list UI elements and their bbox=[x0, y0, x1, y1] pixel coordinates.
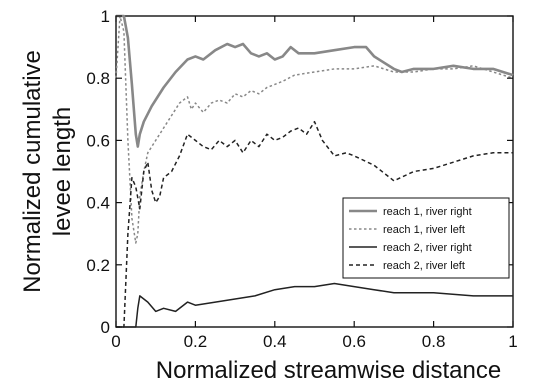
y-axis-title-line1: Normalized cumulative bbox=[19, 50, 46, 293]
y-tick-label: 0.2 bbox=[86, 256, 110, 275]
legend-label-2: reach 1, river left bbox=[383, 224, 465, 236]
series-layer bbox=[115, 14, 514, 328]
legend-label-4: reach 2, river left bbox=[383, 260, 465, 272]
legend: reach 1, river right reach 1, river left r… bbox=[342, 197, 510, 279]
y-tick-label: 0.4 bbox=[86, 194, 110, 213]
y-tick-label: 0 bbox=[101, 318, 110, 337]
ticks-layer: 0 0.2 0.4 0.6 0.8 1 0 0.2 0.4 0.6 0.8 1 bbox=[86, 7, 517, 351]
y-tick-label: 1 bbox=[101, 7, 110, 26]
plot-frame bbox=[115, 15, 514, 328]
x-axis-title: Normalized streamwise distance bbox=[156, 357, 501, 384]
y-tick-label: 0.6 bbox=[86, 131, 110, 150]
x-tick-label: 0 bbox=[111, 332, 120, 351]
y-axis-title-line2: levee length bbox=[49, 107, 76, 236]
series-line-3 bbox=[116, 282, 513, 328]
y-tick-label: 0.8 bbox=[86, 69, 110, 88]
x-tick-label: 0.8 bbox=[422, 332, 446, 351]
x-tick-label: 1 bbox=[508, 332, 517, 351]
x-tick-label: 0.4 bbox=[263, 332, 287, 351]
legend-label-1: reach 1, river right bbox=[383, 206, 472, 218]
x-tick-label: 0.6 bbox=[342, 332, 366, 351]
x-tick-label: 0.2 bbox=[184, 332, 208, 351]
plot-area bbox=[115, 15, 514, 328]
legend-label-3: reach 2, river right bbox=[383, 242, 472, 254]
